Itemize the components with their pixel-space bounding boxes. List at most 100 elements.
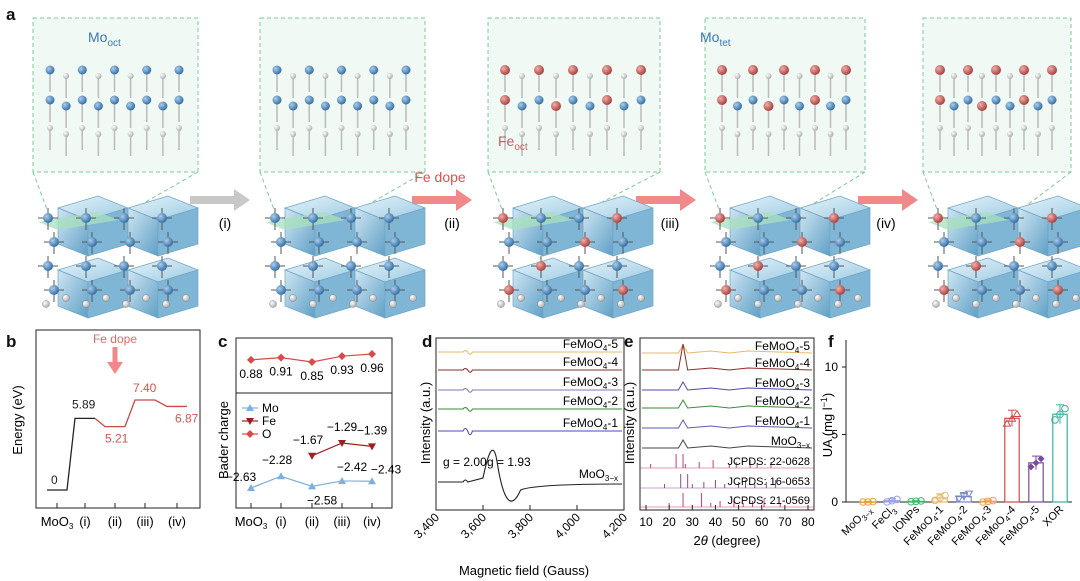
f-point — [1007, 414, 1017, 422]
mo-atom — [991, 95, 1001, 105]
e-xtick-label-7: 80 — [801, 515, 815, 529]
xrd-trace-label-3: FeMoO4-2 — [755, 394, 810, 410]
fe-atom — [797, 237, 807, 247]
o-atom — [843, 125, 849, 131]
o-atom — [386, 73, 393, 79]
arrow-ii-head — [456, 189, 472, 211]
o-atom — [827, 73, 834, 79]
arrow-iii-shaft — [636, 196, 682, 204]
step-label-iii: (iii) — [661, 215, 680, 231]
o-atom — [992, 294, 1000, 302]
mo-atom — [733, 101, 742, 111]
inset-guide — [704, 171, 721, 213]
mo-atom — [320, 101, 330, 111]
o-atom — [274, 125, 280, 131]
epr-trace-label-5: MoO3−x — [579, 467, 618, 483]
fe-atom — [721, 285, 731, 295]
o-point — [338, 352, 346, 361]
panel-a-label: a — [6, 5, 16, 24]
f-point — [1002, 419, 1012, 427]
fe-atom — [636, 65, 646, 75]
fe-point — [368, 443, 376, 451]
mo-atom — [1015, 285, 1025, 295]
f-ytick-label-1: 5 — [831, 428, 838, 442]
mo-atom — [1047, 261, 1057, 271]
epr-trace-1 — [438, 367, 622, 373]
o-atom — [965, 125, 971, 131]
mo-atom — [304, 65, 314, 75]
mo-atom — [43, 213, 53, 223]
o-atom — [497, 300, 505, 308]
mo-atom — [829, 261, 839, 271]
mo-tet-label: Motet — [700, 29, 731, 49]
fe-atom — [534, 65, 544, 75]
energy-path-doped — [94, 399, 187, 428]
o-atom — [597, 294, 605, 302]
o-atom — [354, 73, 361, 79]
o-atom — [349, 300, 357, 308]
fe-atom — [810, 95, 820, 105]
o-atom — [111, 125, 118, 131]
f-point — [954, 495, 964, 504]
o-atom — [553, 73, 559, 79]
o-atom — [587, 73, 593, 79]
fe-atom — [612, 213, 622, 223]
fe-atom — [841, 65, 851, 75]
d-xtick-label-3: 4,000 — [552, 510, 583, 541]
mo-atom — [1005, 101, 1015, 111]
o-atom — [95, 73, 102, 79]
step-label-iv: (iv) — [876, 215, 895, 231]
fe-atom — [717, 95, 727, 105]
f-point — [917, 497, 925, 505]
inset-1 — [32, 17, 199, 173]
o-atom — [159, 131, 166, 137]
mo-atom — [385, 101, 395, 111]
inset-guide — [32, 171, 49, 213]
f-point — [888, 496, 896, 505]
mo-atom — [580, 285, 590, 295]
f-point — [907, 497, 915, 506]
mo-point — [308, 482, 316, 490]
o-atom — [519, 73, 525, 79]
o-atom — [162, 300, 170, 308]
fe-atom — [715, 213, 725, 223]
o-atom — [979, 131, 985, 137]
mo-atom — [759, 237, 769, 247]
c-xlabel-0: MoO3 — [235, 514, 268, 531]
o-atom — [79, 125, 86, 131]
o-atom — [322, 131, 329, 137]
xrd-trace-label-2: FeMoO4-3 — [755, 376, 810, 392]
e-xtick-label-0: 10 — [639, 515, 653, 529]
mo-atom — [384, 213, 394, 223]
fe-atom — [748, 65, 758, 75]
mo-value-2: −2.58 — [307, 493, 338, 507]
o-atom — [537, 300, 545, 308]
o-atom — [329, 294, 337, 302]
o-atom — [734, 131, 741, 137]
e-xtick-label-3: 40 — [709, 515, 723, 529]
mo-atom — [369, 95, 379, 105]
legend-label-o: O — [262, 427, 271, 441]
step-label-ii: (ii) — [444, 215, 460, 231]
o-atom — [972, 300, 980, 308]
f-point — [941, 491, 949, 500]
mo-atom — [585, 101, 595, 111]
fe-atom — [763, 101, 774, 111]
mo-atom — [174, 95, 184, 105]
fe-value-4: −1.39 — [357, 423, 388, 437]
xrd-trace-label-4: FeMoO4-1 — [755, 414, 810, 430]
o-point — [308, 358, 316, 366]
o-atom — [932, 300, 940, 308]
o-atom — [63, 73, 70, 79]
o-atom — [519, 131, 525, 137]
o-atom — [854, 294, 862, 302]
panel-f-plot: 0510MoO3−xFeCl3IONPsFeMoO4-1FeMoO4-2FeMo… — [825, 340, 1072, 548]
f-point — [984, 497, 992, 506]
panel-d-xlabel: Magnetic field (Gauss) — [459, 563, 589, 578]
e-xtick-label-6: 70 — [778, 515, 792, 529]
inset-5 — [922, 17, 1072, 173]
xrd-trace-3 — [642, 399, 813, 409]
fe-value-3: −1.29 — [327, 420, 358, 434]
mo-atom — [568, 95, 578, 105]
